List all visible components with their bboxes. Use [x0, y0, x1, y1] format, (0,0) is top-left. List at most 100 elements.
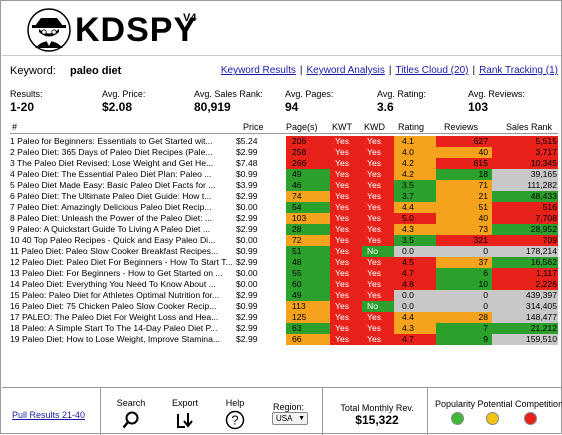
- stat-value: 103: [468, 100, 489, 114]
- reviews-cell: 21: [436, 191, 492, 202]
- table-row[interactable]: 15 Paleo: Paleo Diet for Athletes Optima…: [10, 290, 558, 301]
- book-title-cell: 1 Paleo for Beginners: Essentials to Get…: [10, 136, 213, 146]
- region-value: USA: [276, 414, 293, 423]
- rating-cell: 3.7: [394, 191, 436, 202]
- table-row[interactable]: 8 Paleo Diet: Unleash the Power of the P…: [10, 213, 558, 224]
- table-row[interactable]: 7 Paleo Diet: Amazingly Delicious Paleo …: [10, 202, 558, 213]
- kwt-cell: Yes: [330, 224, 362, 235]
- sales-rank-cell: 7,708: [492, 213, 558, 224]
- col-header-kwt[interactable]: KWT: [332, 122, 352, 132]
- table-row[interactable]: 16 Paleo Diet: 75 Chicken Paleo Slow Coo…: [10, 301, 558, 312]
- price-cell: $2.99: [236, 213, 258, 223]
- book-title-cell: 19 Paleo Diet: How to Lose Weight, Impro…: [10, 334, 221, 344]
- col-header-price[interactable]: Price: [243, 122, 264, 132]
- stat-label: Avg. Price:: [102, 89, 146, 99]
- help-button[interactable]: Help ?: [220, 398, 250, 430]
- rating-cell: 4.2: [394, 158, 436, 169]
- reviews-cell: 0: [436, 246, 492, 257]
- pages-cell: 60: [286, 279, 330, 290]
- kwd-cell: Yes: [362, 224, 394, 235]
- nav-rank-tracking[interactable]: Rank Tracking (1): [479, 65, 558, 76]
- book-title-cell: 18 Paleo: A Simple Start To The 14-Day P…: [10, 323, 218, 333]
- book-title-cell: 8 Paleo Diet: Unleash the Power of the P…: [10, 213, 213, 223]
- rating-cell: 0.0: [394, 301, 436, 312]
- kwt-cell: Yes: [330, 279, 362, 290]
- table-row[interactable]: 11 Paleo Diet: Paleo Slow Cooker Breakfa…: [10, 246, 558, 257]
- table-row[interactable]: 10 40 Top Paleo Recipes - Quick and Easy…: [10, 235, 558, 246]
- reviews-cell: 615: [436, 158, 492, 169]
- export-button[interactable]: Export: [168, 398, 202, 430]
- col-header-kwd[interactable]: KWD: [364, 122, 385, 132]
- sales-rank-cell: 21,212: [492, 323, 558, 334]
- kwd-cell: Yes: [362, 257, 394, 268]
- col-header-pages[interactable]: Page(s): [286, 122, 318, 132]
- pages-cell: 46: [286, 180, 330, 191]
- kwd-cell: Yes: [362, 235, 394, 246]
- price-cell: $3.99: [236, 180, 258, 190]
- stat-avg-pages: Avg. Pages: 94: [285, 89, 333, 114]
- search-button[interactable]: Search: [114, 398, 148, 430]
- table-row[interactable]: 12 Paleo Diet: Paleo Diet For Beginners …: [10, 257, 558, 268]
- reviews-cell: 40: [436, 213, 492, 224]
- sales-rank-cell: 314,405: [492, 301, 558, 312]
- kwd-cell: No: [362, 301, 394, 312]
- table-row[interactable]: 14 Paleo Diet: Everything You Need To Kn…: [10, 279, 558, 290]
- pages-cell: 266: [286, 158, 330, 169]
- pages-cell: 49: [286, 290, 330, 301]
- nav-separator: |: [299, 65, 303, 76]
- table-row[interactable]: 6 Paleo Diet: The Ultimate Paleo Diet Gu…: [10, 191, 558, 202]
- col-header-rating[interactable]: Rating: [398, 122, 425, 132]
- nav-titles-cloud[interactable]: Titles Cloud (20): [395, 65, 469, 76]
- nav-separator: |: [388, 65, 392, 76]
- reviews-cell: 0: [436, 301, 492, 312]
- indicator-labels: Popularity Potential Competition: [435, 399, 562, 409]
- app-logo-text: KDSPY: [75, 11, 198, 49]
- kwt-cell: Yes: [330, 257, 362, 268]
- reviews-cell: 40: [436, 147, 492, 158]
- summary-stats: Results: 1-20 Avg. Price: $2.08 Avg. Sal…: [10, 89, 558, 115]
- col-header-sales-rank[interactable]: Sales Rank: [506, 122, 553, 132]
- table-row[interactable]: 1 Paleo for Beginners: Essentials to Get…: [10, 136, 558, 147]
- stat-avg-reviews: Avg. Reviews: 103: [468, 89, 525, 114]
- region-select[interactable]: USA ▼: [272, 412, 308, 425]
- pages-cell: 48: [286, 257, 330, 268]
- table-row[interactable]: 9 Paleo: A Quickstart Guide To Living A …: [10, 224, 558, 235]
- table-row[interactable]: 4 Paleo Diet: The Essential Paleo Diet P…: [10, 169, 558, 180]
- kwt-cell: Yes: [330, 323, 362, 334]
- reviews-cell: 7: [436, 323, 492, 334]
- price-cell: $7.48: [236, 158, 258, 168]
- stat-label: Avg. Pages:: [285, 89, 334, 99]
- kwd-cell: Yes: [362, 323, 394, 334]
- rating-cell: 4.4: [394, 312, 436, 323]
- table-row[interactable]: 19 Paleo Diet: How to Lose Weight, Impro…: [10, 334, 558, 345]
- rating-cell: 4.7: [394, 268, 436, 279]
- help-label: Help: [225, 398, 245, 408]
- table-row[interactable]: 2 Paleo Diet: 365 Days of Paleo Diet Rec…: [10, 147, 558, 158]
- table-row[interactable]: 3 The Paleo Diet Revised: Lose Weight an…: [10, 158, 558, 169]
- sales-rank-cell: 148,477: [492, 312, 558, 323]
- table-row[interactable]: 13 Paleo Diet: For Beginners - How to Ge…: [10, 268, 558, 279]
- nav-keyword-analysis[interactable]: Keyword Analysis: [306, 65, 385, 76]
- keyword-bar: Keyword: paleo diet Keyword Results | Keyw…: [10, 65, 558, 79]
- price-cell: $2.99: [236, 334, 258, 344]
- table-row[interactable]: 5 Paleo Diet Made Easy: Basic Paleo Diet…: [10, 180, 558, 191]
- kwd-cell: Yes: [362, 136, 394, 147]
- pull-more-results-link[interactable]: Pull Results 21-40: [12, 410, 86, 420]
- col-header-reviews[interactable]: Reviews: [444, 122, 479, 132]
- price-cell: $2.99: [236, 147, 258, 157]
- rating-cell: 3.5: [394, 235, 436, 246]
- pages-cell: 63: [286, 323, 330, 334]
- kwd-cell: Yes: [362, 312, 394, 323]
- book-title-cell: 6 Paleo Diet: The Ultimate Paleo Diet Gu…: [10, 191, 212, 201]
- help-icon: ?: [225, 410, 245, 430]
- col-header-number[interactable]: #: [12, 122, 18, 132]
- table-row[interactable]: 17 PALEO: The Paleo Diet For Weight Loss…: [10, 312, 558, 323]
- export-icon: [177, 413, 193, 428]
- pages-cell: 54: [286, 202, 330, 213]
- search-icon: [122, 411, 139, 429]
- nav-keyword-results[interactable]: Keyword Results: [220, 65, 296, 76]
- table-row[interactable]: 18 Paleo: A Simple Start To The 14-Day P…: [10, 323, 558, 334]
- price-cell: $2.99: [236, 224, 258, 234]
- svg-text:?: ?: [231, 413, 238, 428]
- pages-cell: 55: [286, 268, 330, 279]
